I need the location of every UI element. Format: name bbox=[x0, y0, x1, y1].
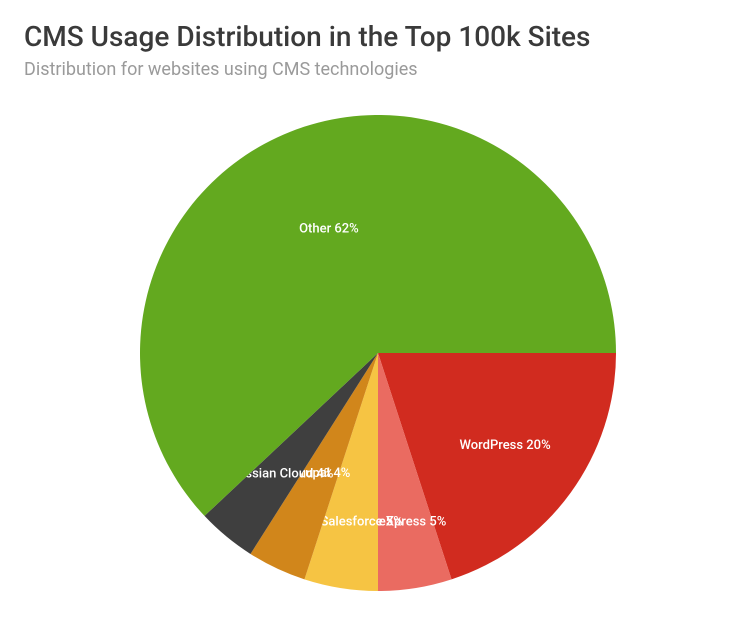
pie-chart: WordPress 20%SiteXpress 5%My Salesforce … bbox=[28, 98, 728, 608]
chart-subtitle: Distribution for websites using CMS tech… bbox=[24, 59, 731, 80]
pie-chart-container: WordPress 20%SiteXpress 5%My Salesforce … bbox=[24, 98, 731, 608]
pie-label-other: Other 62% bbox=[299, 222, 359, 237]
pie-label-wordpress: WordPress 20% bbox=[459, 438, 550, 453]
chart-title: CMS Usage Distribution in the Top 100k S… bbox=[24, 20, 731, 53]
